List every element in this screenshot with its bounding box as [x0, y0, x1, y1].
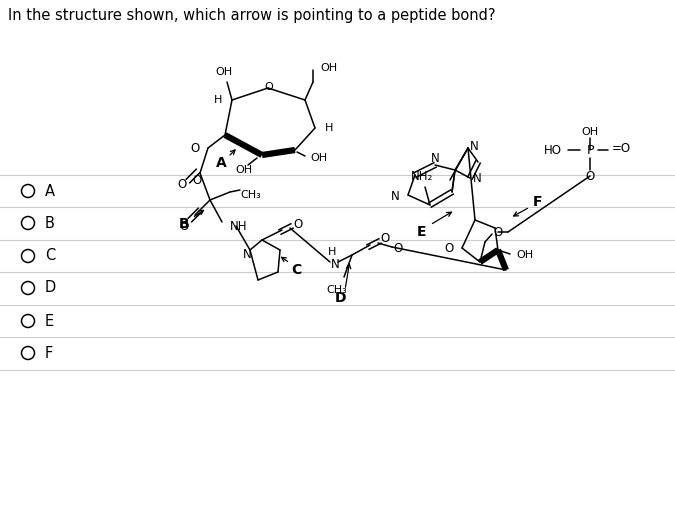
- Text: NH: NH: [230, 220, 248, 232]
- Text: HO: HO: [544, 143, 562, 157]
- Text: O: O: [265, 82, 273, 92]
- Text: P: P: [587, 143, 594, 157]
- Text: O: O: [294, 218, 302, 230]
- Text: E: E: [45, 314, 54, 328]
- Text: O: O: [192, 173, 202, 187]
- Text: OH: OH: [320, 63, 337, 73]
- Text: N: N: [431, 152, 439, 165]
- Text: O: O: [191, 142, 200, 154]
- Text: A: A: [215, 156, 226, 170]
- Text: H: H: [325, 123, 333, 133]
- Text: O: O: [381, 232, 389, 246]
- Text: O: O: [394, 242, 402, 256]
- Text: O: O: [178, 179, 186, 191]
- Text: B: B: [179, 217, 189, 231]
- Text: H: H: [213, 95, 222, 105]
- Text: OH: OH: [310, 153, 327, 163]
- Text: N: N: [473, 171, 482, 184]
- Text: D: D: [334, 291, 346, 305]
- Text: N: N: [242, 248, 251, 260]
- Text: C: C: [45, 249, 55, 264]
- Text: CH₃: CH₃: [240, 190, 261, 200]
- Text: In the structure shown, which arrow is pointing to a peptide bond?: In the structure shown, which arrow is p…: [8, 8, 495, 23]
- Text: B: B: [45, 216, 55, 230]
- Text: C: C: [291, 263, 301, 277]
- Text: O: O: [180, 220, 188, 232]
- Text: N: N: [470, 140, 479, 152]
- Text: OH: OH: [516, 250, 533, 260]
- Text: OH: OH: [215, 67, 233, 77]
- Text: =O: =O: [612, 142, 631, 155]
- Text: OH: OH: [236, 165, 252, 175]
- Text: N: N: [331, 258, 340, 270]
- Text: D: D: [45, 280, 56, 296]
- Text: O: O: [445, 241, 454, 255]
- Text: OH: OH: [581, 127, 599, 137]
- Text: F: F: [533, 195, 542, 209]
- Text: E: E: [417, 225, 427, 239]
- Text: CH₃: CH₃: [327, 285, 348, 295]
- Text: O: O: [585, 170, 595, 182]
- Text: F: F: [45, 346, 53, 360]
- Text: O: O: [493, 226, 503, 239]
- Text: H: H: [328, 247, 336, 257]
- Text: N: N: [392, 190, 400, 203]
- Text: A: A: [45, 183, 55, 199]
- Text: NH₂: NH₂: [411, 171, 433, 183]
